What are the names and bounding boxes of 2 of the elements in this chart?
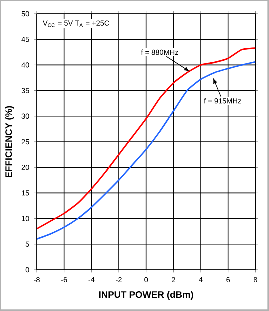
y-axis-title: EFFICIENCY (%) (5, 106, 14, 178)
x-axis-title: INPUT POWER (dBm) (99, 291, 194, 300)
